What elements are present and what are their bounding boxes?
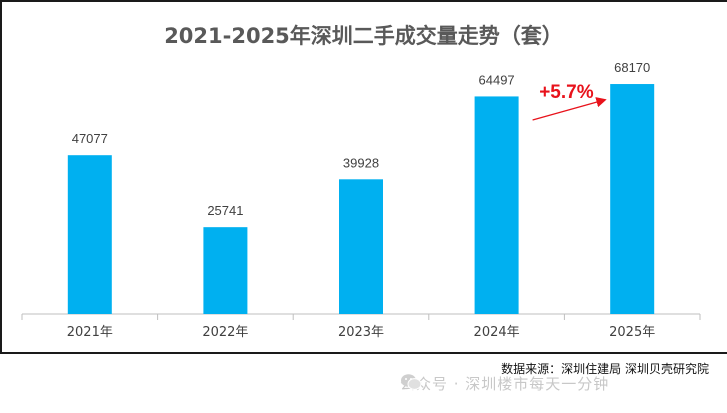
data-label: 39928: [343, 155, 379, 170]
bar-2024年: [474, 96, 519, 315]
bar-2025年: [610, 84, 655, 315]
x-tick-label: 2025年: [609, 325, 655, 340]
frame-left-border: [0, 0, 2, 352]
bar-chart: 47077 2021年 25741 2022年 39928 2023年 64497 2024年…: [21, 60, 701, 340]
frame-top-border: [0, 0, 727, 2]
frame-bottom-border: [0, 352, 727, 354]
chart-title: 2021-2025年深圳二手成交量走势（套）: [164, 24, 563, 48]
x-tick-label: 2024年: [474, 325, 520, 340]
bar-2022年: [203, 227, 248, 314]
data-label: 68170: [614, 60, 650, 75]
wechat-icon: [401, 374, 422, 390]
watermark: 公众号 · 深圳楼市每天一分钟: [400, 373, 609, 394]
data-label: 25741: [207, 203, 243, 218]
data-label: 47077: [72, 131, 108, 146]
x-tick-label: 2021年: [67, 325, 113, 340]
data-label: 64497: [479, 72, 515, 87]
data-source-note: 数据来源：深圳住建局 深圳贝壳研究院: [501, 362, 709, 376]
growth-annotation: +5.7%: [539, 82, 594, 103]
bar-2021年: [67, 155, 112, 314]
x-tick-label: 2023年: [338, 325, 384, 340]
growth-arrow: [532, 97, 607, 121]
bar-2023年: [339, 179, 383, 314]
x-tick-label: 2022年: [202, 325, 248, 340]
watermark-text: 公众号 · 深圳楼市每天一分钟: [400, 375, 610, 393]
